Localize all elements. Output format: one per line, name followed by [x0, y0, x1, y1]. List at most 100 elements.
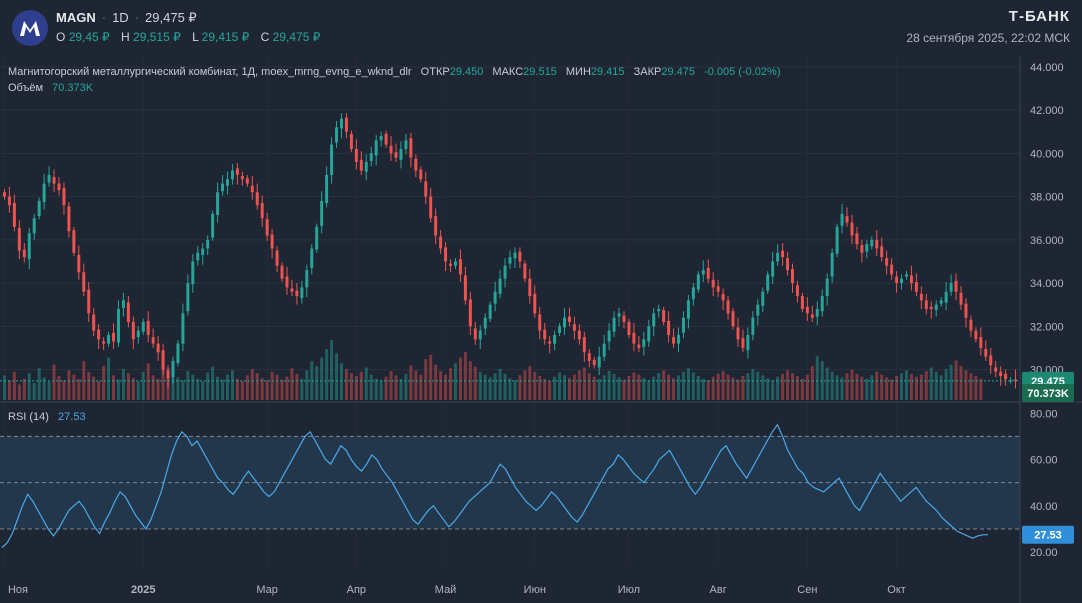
volume-bar — [929, 367, 933, 400]
candle-body — [538, 314, 542, 331]
candle-body — [300, 287, 304, 299]
volume-bar — [7, 380, 11, 400]
candle-body — [340, 118, 343, 129]
legend-low-label: МИН — [566, 66, 591, 78]
volume-bar — [72, 374, 76, 400]
volume-bar — [751, 368, 755, 400]
volume-bar — [340, 363, 343, 400]
candle-body — [275, 250, 279, 266]
candle-body — [761, 291, 765, 306]
candle-body — [478, 330, 482, 340]
candle-body — [696, 274, 700, 290]
volume-bar — [354, 376, 358, 400]
volume-bar — [944, 368, 948, 400]
time-tick-label: Сен — [797, 584, 817, 596]
interval[interactable]: 1D — [112, 10, 129, 25]
volume-bar — [424, 359, 428, 400]
volume-bar — [235, 378, 239, 400]
ticker-line: MAGN · 1D · 29,475 ₽ — [56, 10, 197, 26]
candle-body — [736, 327, 740, 340]
candle-body — [637, 344, 641, 348]
time-tick-label: Ноя — [8, 584, 28, 596]
candle-body — [543, 329, 547, 340]
candle-body — [677, 334, 680, 344]
volume-bar — [741, 376, 745, 400]
candle-body — [726, 300, 730, 314]
symbol[interactable]: MAGN — [56, 10, 96, 25]
candle-body — [840, 213, 844, 226]
volume-bar — [612, 373, 616, 400]
ohlc-close-value: 29,475 ₽ — [272, 30, 321, 44]
price-legend: Магнитогорский металлургический комбинат… — [8, 66, 781, 94]
volume-bar — [954, 360, 958, 400]
volume-bar — [800, 378, 804, 400]
last-price: 29,475 ₽ — [145, 10, 197, 25]
volume-bar — [686, 368, 690, 400]
volume-bar — [57, 376, 61, 400]
volume-bar — [107, 357, 111, 400]
candle-body — [468, 299, 472, 327]
time-axis[interactable]: Ноя 2025 Мар Апр Май Июн Июл Авг Сен Окт — [8, 584, 906, 596]
chart-area[interactable]: 30.00032.00034.00036.00038.00040.00042.0… — [0, 56, 1082, 603]
rsi-tick-label: 60.00 — [1030, 455, 1058, 467]
candle-body — [463, 275, 467, 301]
candle-body — [667, 320, 671, 335]
volume-bars — [2, 340, 983, 400]
candle-body — [909, 275, 913, 284]
volume-bar — [449, 368, 453, 400]
candle-body — [865, 244, 869, 252]
candle-body — [558, 326, 562, 333]
candle-body — [994, 367, 998, 372]
volume-bar — [394, 375, 398, 400]
rsi-axis[interactable]: 20.00 40.00 60.00 80.00 — [1030, 408, 1058, 559]
volume-bar — [335, 353, 339, 400]
volume-bar — [369, 374, 373, 400]
volume-bar — [637, 374, 641, 400]
candle-body — [741, 338, 745, 348]
ohlc-open-key: O — [56, 30, 66, 44]
price-axis[interactable]: 30.00032.00034.00036.00038.00040.00042.0… — [1022, 62, 1074, 544]
volume-bar — [582, 367, 586, 400]
candle-body — [62, 187, 66, 206]
volume-bar — [909, 373, 913, 400]
volume-bar — [513, 380, 517, 400]
candle-body — [186, 283, 190, 312]
volume-bar — [102, 366, 106, 400]
volume-bar — [439, 371, 443, 400]
candle-body — [563, 317, 567, 328]
volume-bar — [260, 378, 264, 400]
candle-body — [800, 296, 804, 310]
volume-bar — [681, 371, 685, 400]
time-tick-label: Мар — [256, 584, 278, 596]
volume-bar — [221, 379, 225, 400]
volume-bar — [67, 370, 71, 400]
candle-body — [211, 213, 215, 238]
volume-bar — [62, 380, 66, 400]
candle-body — [771, 261, 775, 277]
candle-body — [37, 200, 41, 217]
candle-body — [255, 192, 259, 206]
volume-bar — [325, 349, 329, 400]
volume-bar — [567, 378, 571, 400]
candle-body — [642, 339, 646, 347]
volume-bar — [310, 361, 314, 400]
candle-body — [315, 226, 319, 250]
volume-bar — [211, 366, 215, 400]
volume-bar — [419, 374, 423, 400]
candle-body — [221, 183, 225, 192]
volume-bar — [181, 380, 185, 400]
volume-bar — [12, 371, 16, 400]
volume-bar — [146, 363, 150, 400]
candle-body — [156, 343, 160, 353]
volume-bar — [305, 370, 309, 400]
separator-dot: · — [101, 10, 107, 25]
volume-bar — [295, 373, 299, 400]
candle-body — [483, 317, 487, 329]
price-tick-label: 40.000 — [1030, 148, 1064, 160]
candle-body — [434, 216, 438, 236]
candle-body — [701, 270, 705, 275]
time-tick-label: Апр — [347, 584, 366, 596]
volume-bar — [434, 364, 438, 400]
volume-bar — [349, 373, 353, 400]
candle-body — [369, 153, 373, 161]
